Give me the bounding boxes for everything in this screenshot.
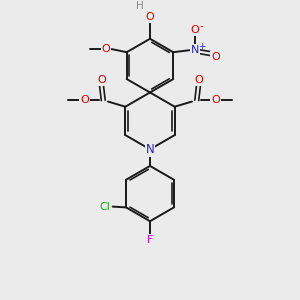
Text: N: N — [146, 143, 154, 156]
Text: O: O — [211, 95, 220, 105]
Text: -: - — [200, 21, 203, 31]
Text: O: O — [190, 25, 199, 35]
Text: O: O — [146, 12, 154, 22]
Text: H: H — [136, 2, 144, 11]
Text: F: F — [147, 235, 153, 245]
Text: O: O — [97, 75, 106, 85]
Text: O: O — [102, 44, 111, 54]
Text: O: O — [80, 95, 89, 105]
Text: Cl: Cl — [99, 202, 110, 212]
Text: +: + — [198, 42, 206, 51]
Text: O: O — [211, 52, 220, 61]
Text: O: O — [194, 75, 203, 85]
Text: N: N — [191, 45, 199, 55]
